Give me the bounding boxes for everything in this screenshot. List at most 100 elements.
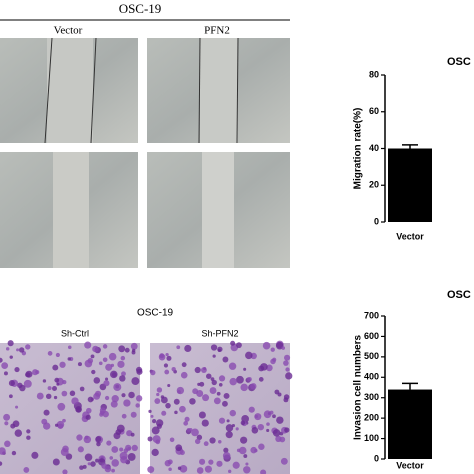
cell — [222, 451, 231, 460]
cell — [211, 379, 217, 386]
cell — [147, 466, 155, 474]
cell — [275, 435, 282, 443]
cell — [99, 407, 106, 414]
y-tick-label: 200 — [364, 413, 379, 423]
cell — [236, 375, 244, 384]
y-tick-label: 700 — [364, 310, 379, 320]
scratch-edge — [44, 37, 53, 144]
cell — [231, 423, 236, 428]
column-label: Sh-Ctrl — [61, 328, 89, 338]
cell — [56, 420, 65, 429]
cell — [175, 444, 183, 452]
cell — [167, 459, 173, 465]
cell — [197, 382, 201, 386]
cell — [159, 353, 165, 359]
cell — [191, 428, 199, 437]
cell — [251, 427, 259, 434]
cell — [167, 383, 171, 388]
cell — [222, 356, 229, 363]
cell — [15, 405, 19, 409]
cell — [32, 369, 39, 376]
cell — [25, 344, 31, 350]
cell — [111, 446, 119, 453]
cell — [248, 406, 255, 413]
cell — [0, 461, 3, 466]
cell — [147, 436, 153, 442]
cell — [243, 367, 247, 371]
cell — [151, 448, 159, 457]
cell — [90, 461, 96, 467]
cell — [124, 347, 130, 353]
cell — [280, 457, 288, 465]
cell — [163, 363, 169, 368]
cell — [71, 397, 79, 405]
cell — [82, 464, 87, 469]
cell — [285, 372, 293, 380]
cell — [216, 391, 221, 396]
cell — [9, 355, 13, 359]
cell — [151, 426, 160, 435]
cell — [156, 387, 163, 393]
cell — [263, 410, 272, 419]
cell — [110, 400, 118, 408]
column-label: PFN2 — [204, 25, 230, 37]
cell — [135, 403, 140, 408]
cell — [104, 395, 110, 401]
cell — [109, 456, 114, 460]
cell — [266, 428, 270, 432]
cell — [226, 419, 230, 423]
cell — [8, 380, 15, 387]
cell — [216, 460, 223, 467]
y-tick-label: 80 — [369, 69, 379, 79]
chart-title: OSC — [447, 56, 471, 68]
cell — [189, 398, 196, 405]
cell — [62, 469, 68, 474]
cell — [96, 441, 101, 447]
cell — [130, 411, 137, 418]
cell — [150, 414, 154, 418]
cell — [223, 447, 229, 453]
cell — [61, 390, 68, 397]
cell — [121, 371, 126, 377]
cell — [196, 467, 204, 474]
cell — [102, 344, 108, 349]
cell — [53, 395, 58, 400]
cell — [276, 416, 284, 424]
cell — [177, 466, 182, 471]
cell — [213, 397, 221, 405]
cell — [128, 391, 135, 399]
cell — [202, 394, 210, 402]
panel-title: OSC-19 — [119, 1, 162, 16]
cell — [155, 419, 164, 427]
y-tick-label: 0 — [374, 453, 379, 463]
scratch — [47, 38, 93, 143]
cell — [59, 361, 66, 368]
cell — [156, 392, 160, 397]
cell — [171, 366, 176, 372]
y-tick-label: 300 — [364, 392, 379, 402]
cell — [258, 377, 264, 382]
cell — [113, 383, 122, 392]
cell — [62, 418, 66, 423]
cell — [7, 340, 14, 347]
cell — [130, 342, 138, 350]
cell — [208, 459, 214, 465]
cell — [204, 465, 212, 473]
cell — [87, 396, 94, 403]
cell — [131, 377, 140, 386]
cell — [119, 375, 126, 382]
cell — [240, 383, 248, 392]
cell — [257, 423, 265, 431]
cell — [121, 413, 127, 419]
cell — [168, 467, 172, 472]
cell — [245, 462, 249, 466]
cell — [113, 432, 121, 440]
cell — [192, 388, 199, 395]
cell — [95, 390, 102, 397]
cell — [247, 376, 252, 382]
cell — [130, 432, 135, 437]
cell — [217, 440, 222, 444]
cell — [119, 447, 124, 452]
cell — [19, 384, 26, 392]
